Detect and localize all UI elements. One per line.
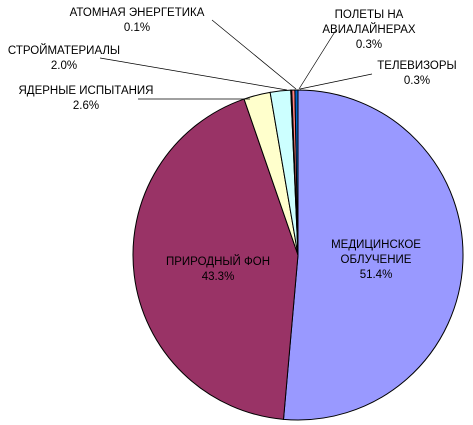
slice-name-label: ЯДЕРНЫЕ ИСПЫТАНИЯ bbox=[19, 85, 154, 97]
slice-name-label: СТРОЙМАТЕРИАЛЫ bbox=[8, 44, 120, 57]
leader-line bbox=[99, 57, 288, 91]
slice-label: МЕДИЦИНСКОЕ ОБЛУЧЕНИЕ 51.4% bbox=[331, 239, 421, 281]
pie-slice bbox=[294, 89, 299, 256]
slice-name-label: АТОМНАЯ ЭНЕРГЕТИКА bbox=[70, 7, 205, 19]
slice-label: ЯДЕРНЫЕ ИСПЫТАНИЯ 2.6% bbox=[19, 85, 154, 112]
slice-value-label: 51.4% bbox=[360, 269, 393, 281]
slice-label: СТРОЙМАТЕРИАЛЫ 2.0% bbox=[8, 44, 120, 72]
slice-label: АТОМНАЯ ЭНЕРГЕТИКА 0.1% bbox=[70, 7, 205, 34]
slice-value-label: 2.0% bbox=[51, 60, 77, 72]
leader-line bbox=[211, 19, 297, 90]
slice-name-label: МЕДИЦИНСКОЕ bbox=[331, 239, 421, 251]
slice-label: ПОЛЕТЫ НА АВИАЛАЙНЕРАХ 0.3% bbox=[322, 9, 416, 51]
leader-line bbox=[298, 29, 337, 90]
leader-lines bbox=[99, 19, 373, 100]
slice-value-label: 0.3% bbox=[356, 39, 382, 51]
slice-value-label: 43.3% bbox=[202, 271, 235, 283]
slice-name-label: АВИАЛАЙНЕРАХ bbox=[322, 23, 416, 36]
slice-value-label: 0.3% bbox=[404, 75, 430, 87]
slice-label: ПРИРОДНЫЙ ФОН 43.3% bbox=[166, 255, 270, 283]
slice-value-label: 0.1% bbox=[124, 22, 150, 34]
leader-line bbox=[299, 73, 373, 90]
pie-slice bbox=[132, 98, 299, 420]
slice-labels: МЕДИЦИНСКОЕ ОБЛУЧЕНИЕ 51.4% ПРИРОДНЫЙ ФОН 43… bbox=[8, 7, 457, 283]
slice-name-label: ТЕЛЕВИЗОРЫ bbox=[377, 60, 456, 72]
slice-label: ТЕЛЕВИЗОРЫ 0.3% bbox=[377, 60, 456, 87]
pie-slices bbox=[132, 89, 464, 421]
slice-name-label: ПОЛЕТЫ НА bbox=[335, 9, 404, 21]
slice-name-label: ПРИРОДНЫЙ ФОН bbox=[166, 255, 270, 268]
slice-value-label: 2.6% bbox=[73, 100, 99, 112]
slice-name-label: ОБЛУЧЕНИЕ bbox=[341, 254, 412, 266]
pie-slice bbox=[282, 89, 464, 421]
